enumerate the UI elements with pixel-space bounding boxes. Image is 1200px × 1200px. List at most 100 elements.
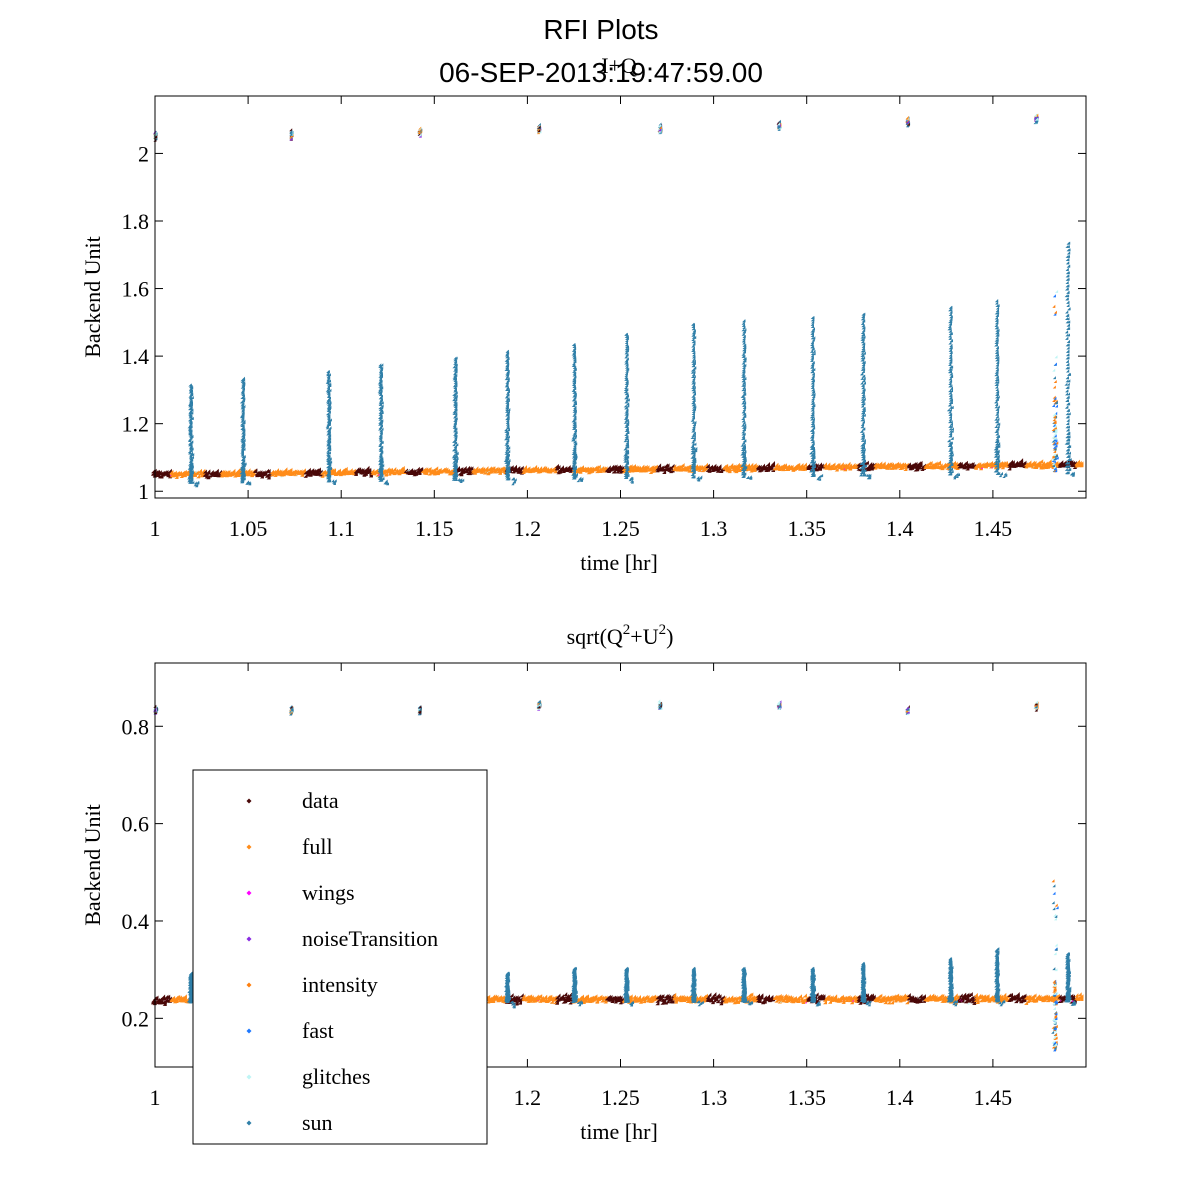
full-point <box>484 466 489 471</box>
full-point <box>881 462 886 467</box>
full-point <box>928 460 933 465</box>
full-point <box>836 462 841 467</box>
full-point <box>630 465 635 470</box>
data-point <box>806 463 811 468</box>
full-point <box>301 469 306 474</box>
data-point <box>1022 460 1027 465</box>
full-point <box>776 464 781 469</box>
full-point <box>672 464 677 469</box>
full-point <box>474 467 479 472</box>
full-point <box>437 467 442 472</box>
full-point <box>839 462 844 467</box>
full-point <box>888 461 893 466</box>
full-point <box>648 470 653 475</box>
full-point <box>1039 459 1044 464</box>
full-point <box>596 464 601 469</box>
sun-point <box>326 370 330 374</box>
full-point <box>833 464 838 469</box>
sun-point <box>242 376 246 380</box>
full-point <box>1079 461 1084 466</box>
data-point <box>407 469 412 474</box>
data-point <box>367 467 372 472</box>
full-point <box>397 471 402 476</box>
data-point <box>606 465 611 470</box>
full-point <box>400 465 405 470</box>
full-point <box>603 466 608 471</box>
full-point <box>938 463 943 468</box>
sun-point <box>380 427 384 431</box>
full-point <box>632 464 637 469</box>
sun-point <box>326 412 330 416</box>
full-point <box>851 462 856 467</box>
full-point <box>628 464 633 469</box>
data-point <box>864 460 869 465</box>
y-tick-label: 1.4 <box>122 344 150 369</box>
data-point <box>409 468 414 473</box>
panel-1-title: I+Q <box>601 53 637 78</box>
sun-point <box>190 396 194 400</box>
sun-point <box>454 427 458 431</box>
sun-point <box>455 443 459 447</box>
full-point <box>432 467 437 472</box>
full-point <box>1037 463 1042 468</box>
sun-point <box>188 383 192 387</box>
full-point <box>523 465 528 470</box>
data-point <box>206 469 211 474</box>
full-point <box>831 462 836 467</box>
full-point <box>427 466 432 471</box>
full-point <box>383 472 388 477</box>
full-point <box>782 463 787 468</box>
data-point <box>516 465 521 470</box>
data-point <box>620 466 625 471</box>
full-point <box>434 466 439 471</box>
data-point <box>365 465 370 470</box>
full-point <box>834 467 839 472</box>
data-point <box>1010 460 1015 465</box>
data-point <box>670 463 675 468</box>
full-point <box>823 462 828 467</box>
full-point <box>653 464 658 469</box>
x-tick-label: 1.25 <box>601 516 640 541</box>
full-point <box>246 468 251 473</box>
y-tick-label: 2 <box>138 141 149 166</box>
data-point <box>202 469 207 474</box>
data-point <box>618 465 623 470</box>
full-point <box>1027 460 1032 465</box>
data-point <box>705 463 710 468</box>
full-point <box>752 463 757 468</box>
x-tick-label: 1.15 <box>415 516 454 541</box>
data-point <box>762 465 767 470</box>
full-point <box>275 468 280 473</box>
data-point <box>911 463 916 468</box>
sun-point <box>188 407 192 411</box>
sun-point <box>380 404 384 408</box>
data-point <box>709 464 714 469</box>
sun-point <box>246 480 250 484</box>
data-point <box>308 469 313 474</box>
data-point <box>462 466 467 471</box>
data-point <box>965 462 970 467</box>
data-point <box>253 468 258 473</box>
data-point <box>611 469 616 474</box>
data-point <box>918 460 923 465</box>
data-point <box>459 466 464 471</box>
x-tick-label: 1.05 <box>229 516 268 541</box>
sun-point <box>380 445 384 449</box>
data-point <box>563 466 568 471</box>
data-point <box>717 466 722 471</box>
full-point <box>975 463 980 468</box>
full-point <box>430 468 435 473</box>
data-point <box>466 467 471 472</box>
full-point <box>182 469 187 474</box>
full-point <box>286 470 291 475</box>
full-point <box>548 467 553 472</box>
full-point <box>348 468 353 473</box>
y-tick-label: 1.8 <box>122 209 150 234</box>
full-point <box>680 463 685 468</box>
full-point <box>497 470 502 475</box>
data-point <box>657 463 662 468</box>
full-point <box>273 472 278 477</box>
full-point <box>724 464 729 469</box>
sun-point <box>328 382 332 386</box>
data-point <box>1019 458 1024 463</box>
